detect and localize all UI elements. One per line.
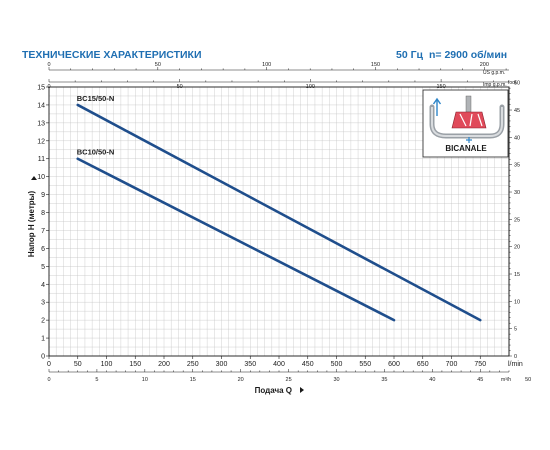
- imp-gpm-scale-unit: Imp g.p.m.: [483, 82, 507, 88]
- flow-arrow-up-icon: [432, 97, 442, 116]
- y-tick-label: 15: [37, 85, 45, 92]
- imp-gpm-scale-label: 50: [177, 84, 183, 90]
- imp-gpm-scale-label: 150: [437, 84, 446, 90]
- foot-scale-label: 30: [514, 190, 520, 196]
- y-tick-label: 10: [37, 174, 45, 181]
- foot-scale-label: 50: [514, 81, 520, 87]
- x-tick-label: 650: [417, 361, 429, 368]
- impeller-channel-icon: [459, 113, 483, 127]
- header-speed: n= 2900 об/мин: [429, 49, 507, 61]
- x-tick-label: 250: [187, 361, 199, 368]
- impeller-icon: [451, 111, 487, 129]
- series-line-0: [76, 103, 482, 322]
- y-tick-label: 11: [38, 156, 45, 163]
- foot-scale-unit: foot: [508, 80, 517, 86]
- pump-casing-inner-icon: [431, 107, 503, 137]
- us-gpm-scale-label: 0: [47, 62, 50, 68]
- header-freq: 50 Гц: [396, 49, 424, 61]
- foot-scale-label: 40: [514, 135, 520, 141]
- imp-gpm-scale: 0 50 100 150 Imp g.p.m.: [47, 79, 509, 90]
- flow-arrow-in-icon: [466, 137, 472, 143]
- us-gpm-scale-label: 100: [262, 62, 271, 68]
- y-axis-title: Напор H (метры): [27, 191, 36, 258]
- series-line-1: [76, 157, 396, 322]
- x-tick-label: 200: [158, 361, 170, 368]
- foot-scale-label: 25: [514, 217, 520, 223]
- y-tick-label: 13: [37, 120, 45, 127]
- foot-scale-label: 35: [514, 163, 520, 169]
- x-tick-label: 150: [129, 361, 141, 368]
- x-tick-label: 300: [216, 361, 228, 368]
- x-tick-label: 600: [388, 361, 400, 368]
- y-tick-label: 1: [41, 336, 45, 343]
- m3h-scale-label: 35: [381, 377, 387, 383]
- us-gpm-scale-unit: US g.p.m.: [483, 70, 505, 76]
- y-tick-label: 7: [41, 228, 45, 235]
- m3h-scale-label: 10: [142, 377, 148, 383]
- m3h-scale-label: 50: [525, 377, 531, 383]
- us-gpm-scale-label: 200: [480, 62, 489, 68]
- x-tick-label: 50: [74, 361, 82, 368]
- foot-scale-label: 10: [514, 299, 520, 305]
- x-tick-label: 450: [302, 361, 314, 368]
- impeller-inset: BICANALE: [422, 89, 509, 158]
- series-label-0: BC15/50-N: [77, 94, 115, 103]
- y-tick-label: 14: [37, 102, 45, 109]
- x-tick-label: 350: [244, 361, 256, 368]
- m3h-scale-label: 0: [47, 377, 50, 383]
- header-title: ТЕХНИЧЕСКИЕ ХАРАКТЕРИСТИКИ: [22, 49, 202, 61]
- x-tick-label: 550: [359, 361, 371, 368]
- x-tick-label: 700: [446, 361, 458, 368]
- y-tick-label: 5: [41, 264, 45, 271]
- x-tick-label: 0: [47, 361, 51, 368]
- y-tick-label: 2: [41, 318, 45, 325]
- m3h-scale-label: 25: [286, 377, 292, 383]
- m3h-scale-label: 45: [477, 377, 483, 383]
- m3h-scale: 0 5 10 15 20 25 30 35 40 45 50 m³/h: [47, 369, 531, 383]
- foot-scale-label: 5: [514, 327, 517, 333]
- y-tick-label: 3: [41, 300, 45, 307]
- x-tick-label: 400: [273, 361, 285, 368]
- m3h-scale-label: 30: [333, 377, 339, 383]
- m3h-scale-label: 15: [190, 377, 196, 383]
- series: BC15/50-N BC10/50-N: [76, 94, 482, 322]
- x-axis-arrow-icon: [300, 387, 304, 393]
- y-axis-arrow-icon: [31, 176, 37, 180]
- foot-scale-label: 45: [514, 108, 520, 114]
- m3h-scale-label: 5: [95, 377, 98, 383]
- ticks: 0 50 100 150 200 250 300 350 400 450 500 550 600 650 7…: [37, 62, 531, 383]
- foot-scale-label: 0: [514, 354, 517, 360]
- y-tick-label: 8: [41, 210, 45, 217]
- us-gpm-scale: 0 50 100 150 200 US g.p.m.: [47, 62, 509, 76]
- x-tick-label: 100: [101, 361, 113, 368]
- y-tick-label: 9: [41, 192, 45, 199]
- y-tick-label: 6: [41, 246, 45, 253]
- foot-scale-label: 15: [514, 272, 520, 278]
- us-gpm-scale-label: 50: [155, 62, 161, 68]
- us-gpm-scale-label: 150: [371, 62, 380, 68]
- m3h-scale-label: 20: [238, 377, 244, 383]
- y-tick-label: 4: [41, 282, 45, 289]
- x-tick-label: 750: [474, 361, 486, 368]
- x-tick-label: 500: [331, 361, 343, 368]
- imp-gpm-scale-label: 0: [47, 84, 50, 90]
- y-tick-label: 0: [41, 354, 45, 361]
- x-unit-label: l/min: [508, 361, 523, 368]
- series-label-1: BC10/50-N: [77, 148, 115, 157]
- imp-gpm-scale-label: 100: [306, 84, 315, 90]
- m3h-scale-unit: m³/h: [501, 377, 511, 383]
- inset-label: BICANALE: [445, 144, 487, 153]
- m3h-scale-label: 40: [429, 377, 435, 383]
- foot-scale-label: 20: [514, 245, 520, 251]
- y-tick-label: 12: [37, 138, 45, 145]
- x-axis-title: Подача Q: [255, 386, 292, 395]
- impeller-shaft-icon: [465, 95, 472, 113]
